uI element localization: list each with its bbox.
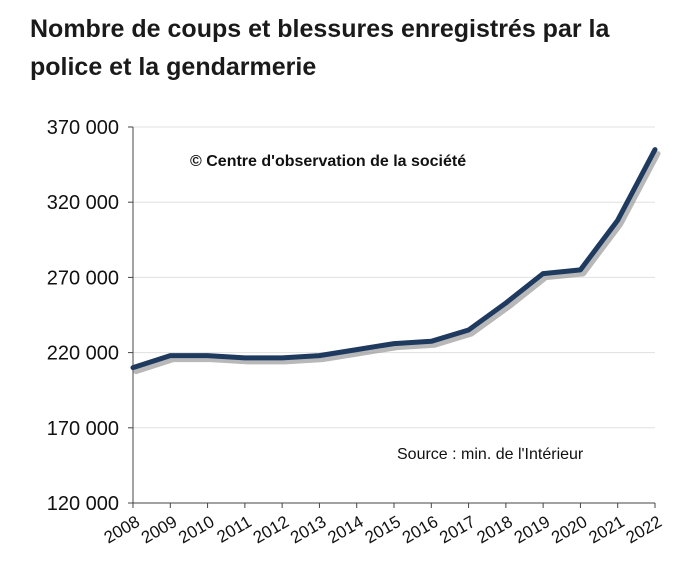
source-annotation: Source : min. de l'Intérieur	[397, 446, 584, 463]
y-tick-label: 170 000	[47, 418, 119, 440]
x-tick-label: 2014	[324, 512, 366, 547]
x-tick-label: 2011	[214, 512, 255, 547]
x-tick-label: 2016	[399, 512, 441, 547]
copyright-annotation: © Centre d'observation de la société	[190, 153, 466, 170]
y-tick-label: 120 000	[47, 493, 119, 515]
x-tick-label: 2020	[548, 512, 590, 547]
y-axis-ticks: 370 000 320 000 270 000 220 000 170 000 120 0…	[47, 117, 133, 515]
y-tick-label: 220 000	[47, 343, 119, 365]
series-group	[130, 147, 661, 375]
y-tick-label: 370 000	[47, 117, 119, 139]
x-tick-label: 2013	[287, 512, 329, 547]
chart-title: Nombre de coups et blessures enregistrés…	[30, 15, 610, 81]
x-tick-label: 2022	[623, 512, 665, 547]
x-tick-label: 2021	[585, 512, 627, 547]
series-line-shadow	[133, 151, 661, 375]
x-tick-label: 2009	[138, 512, 180, 547]
x-tick-label: 2008	[101, 512, 143, 547]
x-tick-label: 2017	[436, 512, 478, 547]
x-tick-label: 2015	[362, 512, 404, 547]
x-tick-label: 2012	[250, 512, 292, 547]
x-tick-label: 2018	[474, 512, 516, 547]
series-line	[130, 147, 658, 371]
gridlines	[133, 126, 655, 429]
x-tick-label: 2010	[175, 512, 217, 547]
y-tick-label: 270 000	[47, 267, 119, 289]
y-tick-label: 320 000	[47, 192, 119, 214]
x-tick-label: 2019	[511, 512, 553, 547]
x-axis-ticks: 2008200920102011201220132014201520162017…	[101, 503, 665, 547]
